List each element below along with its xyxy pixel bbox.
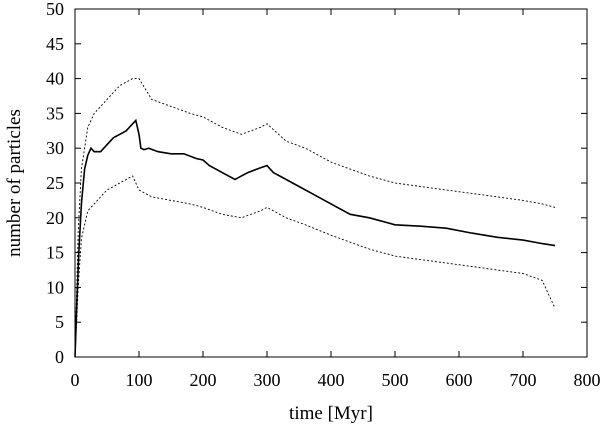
x-tick-label: 600	[446, 370, 473, 390]
y-tick-label: 50	[46, 0, 64, 19]
y-tick-label: 15	[46, 243, 64, 263]
series-upper-dotted-line	[74, 78, 556, 358]
series-mean-line	[74, 118, 556, 358]
x-tick-label: 0	[71, 370, 80, 390]
y-tick-label: 5	[55, 312, 64, 332]
y-tick-label: 10	[46, 277, 64, 297]
y-tick-label: 0	[55, 347, 64, 367]
y-tick-label: 35	[46, 103, 64, 123]
y-axis-label: number of particles	[4, 109, 25, 257]
x-axis-label: time [Myr]	[289, 403, 373, 424]
series-layer	[74, 78, 556, 358]
x-tick-label: 300	[254, 370, 281, 390]
y-tick-label: 45	[46, 34, 64, 54]
x-tick-label: 200	[190, 370, 217, 390]
series-lower-dotted-line	[74, 175, 556, 358]
plot-frame	[74, 8, 588, 358]
x-tick-label: 500	[382, 370, 409, 390]
y-tick-label: 25	[46, 173, 64, 193]
y-tick-label: 20	[46, 208, 64, 228]
x-tick-label: 700	[510, 370, 537, 390]
x-tick-label: 400	[318, 370, 345, 390]
y-tick-label: 40	[46, 69, 64, 89]
x-tick-label: 100	[126, 370, 153, 390]
x-tick-label: 800	[574, 370, 601, 390]
ticks-layer: 0 100 200 300 400 500 600 700 800 0 5 10 15 20 25 30 35 4…	[46, 0, 601, 390]
y-tick-label: 30	[46, 138, 64, 158]
